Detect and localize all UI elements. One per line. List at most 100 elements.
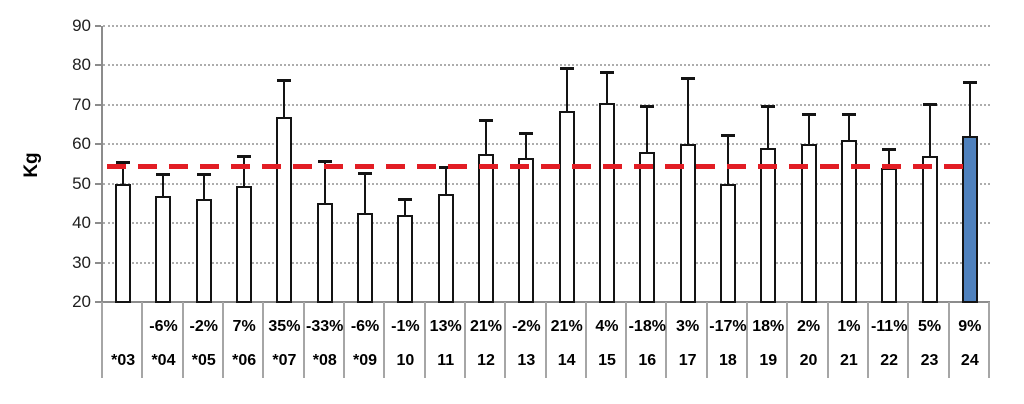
error-bar xyxy=(525,132,528,159)
error-bar xyxy=(767,104,770,149)
y-axis-tick xyxy=(95,222,101,225)
percent-change-label: 9% xyxy=(958,318,982,335)
category-separator xyxy=(504,302,507,378)
y-axis-line xyxy=(101,26,103,304)
category-separator xyxy=(302,302,305,378)
error-bar xyxy=(404,197,407,216)
percent-change-label: 2% xyxy=(797,318,821,335)
error-bar-cap xyxy=(358,171,373,175)
bar xyxy=(719,183,736,303)
percent-change-label: 4% xyxy=(595,318,619,335)
error-bar xyxy=(162,172,165,196)
error-bar xyxy=(847,112,850,141)
error-bar-cap xyxy=(196,172,211,176)
error-bar xyxy=(968,81,971,137)
category-separator xyxy=(141,302,144,378)
category-label: 11 xyxy=(437,352,455,369)
error-bar xyxy=(323,160,326,204)
category-separator xyxy=(867,302,870,378)
bar xyxy=(639,152,656,303)
category-separator xyxy=(383,302,386,378)
percent-change-label: 7% xyxy=(232,318,256,335)
percent-change-label: -18% xyxy=(628,318,666,335)
bar xyxy=(195,199,212,303)
bar xyxy=(518,158,535,303)
category-label: 16 xyxy=(638,352,657,369)
y-axis-tick xyxy=(95,182,101,185)
category-label: *06 xyxy=(232,352,257,369)
bar xyxy=(961,136,978,303)
gridline xyxy=(103,222,990,225)
error-bar-cap xyxy=(237,154,252,158)
category-label: 23 xyxy=(920,352,939,369)
error-bar-cap xyxy=(801,112,816,116)
percent-change-label: -11% xyxy=(870,318,908,335)
category-separator xyxy=(988,302,990,378)
y-tick-label: 80 xyxy=(72,55,91,75)
error-bar-cap xyxy=(962,81,977,85)
bar xyxy=(478,154,495,303)
error-bar xyxy=(726,134,729,184)
error-bar xyxy=(807,112,810,145)
bar xyxy=(397,215,414,303)
category-separator xyxy=(342,302,345,378)
bar xyxy=(679,144,696,303)
y-tick-label: 30 xyxy=(72,252,91,272)
y-tick-label: 90 xyxy=(72,16,91,35)
percent-change-label: 35% xyxy=(268,318,301,335)
category-label: 17 xyxy=(678,352,697,369)
error-bar xyxy=(928,102,931,157)
category-separator xyxy=(221,302,224,378)
percent-change-label: 3% xyxy=(676,318,700,335)
category-separator xyxy=(101,302,103,378)
error-bar xyxy=(202,172,205,200)
category-label: *07 xyxy=(272,352,297,369)
error-bar-cap xyxy=(559,67,574,71)
bar xyxy=(437,193,454,303)
percent-change-label: 1% xyxy=(837,318,861,335)
y-axis-tick xyxy=(95,261,101,264)
percent-change-label: 5% xyxy=(917,318,942,335)
error-bar-cap xyxy=(841,112,856,116)
bar xyxy=(316,203,333,303)
error-bar-cap xyxy=(398,197,413,201)
category-label: 10 xyxy=(396,352,415,369)
error-bar-cap xyxy=(479,118,494,122)
reference-line xyxy=(107,163,975,169)
error-bar-cap xyxy=(317,160,332,164)
gridline xyxy=(103,182,990,185)
category-separator xyxy=(625,302,628,378)
percent-change-label: -33% xyxy=(306,318,344,335)
error-bar-cap xyxy=(116,160,131,164)
category-label: 13 xyxy=(517,352,536,369)
percent-change-label: -1% xyxy=(391,318,420,335)
percent-change-label: -2% xyxy=(512,318,541,335)
category-label: 14 xyxy=(557,352,576,369)
percent-change-label: -2% xyxy=(189,318,218,335)
error-bar xyxy=(444,165,447,194)
error-bar-cap xyxy=(882,148,897,152)
category-separator xyxy=(423,302,426,378)
y-tick-label: 40 xyxy=(72,213,91,233)
bar xyxy=(236,185,253,303)
error-bar-cap xyxy=(720,134,735,138)
error-bar xyxy=(122,160,125,184)
error-bar xyxy=(888,148,891,168)
category-label: 18 xyxy=(719,352,737,369)
percent-change-label: 21% xyxy=(470,318,503,335)
category-label: 24 xyxy=(960,352,979,369)
bar xyxy=(155,195,172,303)
category-label: *04 xyxy=(151,352,176,369)
category-label: 12 xyxy=(477,352,495,369)
category-separator xyxy=(907,302,910,378)
y-tick-label: 70 xyxy=(72,94,91,114)
bar xyxy=(558,110,575,303)
error-bar-cap xyxy=(761,104,776,108)
bar xyxy=(800,144,817,303)
gridline xyxy=(103,103,990,106)
error-bar-cap xyxy=(680,77,695,81)
category-separator xyxy=(826,302,829,378)
error-bar-cap xyxy=(922,102,937,106)
y-tick-label: 50 xyxy=(72,173,91,193)
category-separator xyxy=(665,302,668,378)
